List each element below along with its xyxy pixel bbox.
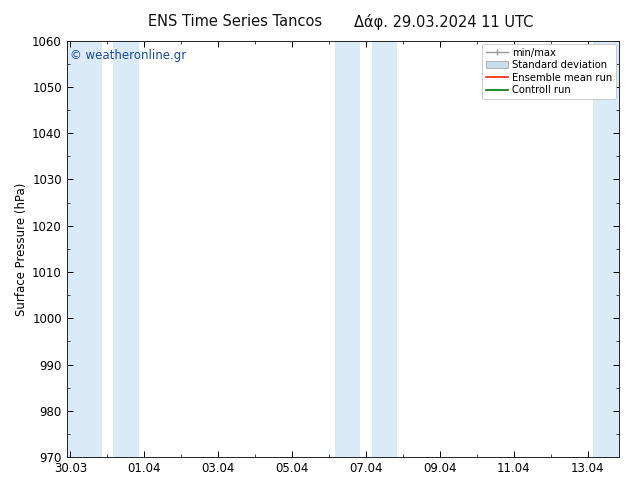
Bar <box>593 41 619 457</box>
Bar <box>335 41 361 457</box>
Bar <box>113 41 139 457</box>
Legend: min/max, Standard deviation, Ensemble mean run, Controll run: min/max, Standard deviation, Ensemble me… <box>482 44 616 99</box>
Bar <box>372 41 398 457</box>
Y-axis label: Surface Pressure (hPa): Surface Pressure (hPa) <box>15 182 28 316</box>
Text: Δάφ. 29.03.2024 11 UTC: Δάφ. 29.03.2024 11 UTC <box>354 14 533 30</box>
Bar <box>67 41 102 457</box>
Text: © weatheronline.gr: © weatheronline.gr <box>70 49 186 62</box>
Text: ENS Time Series Tancos: ENS Time Series Tancos <box>148 14 321 29</box>
